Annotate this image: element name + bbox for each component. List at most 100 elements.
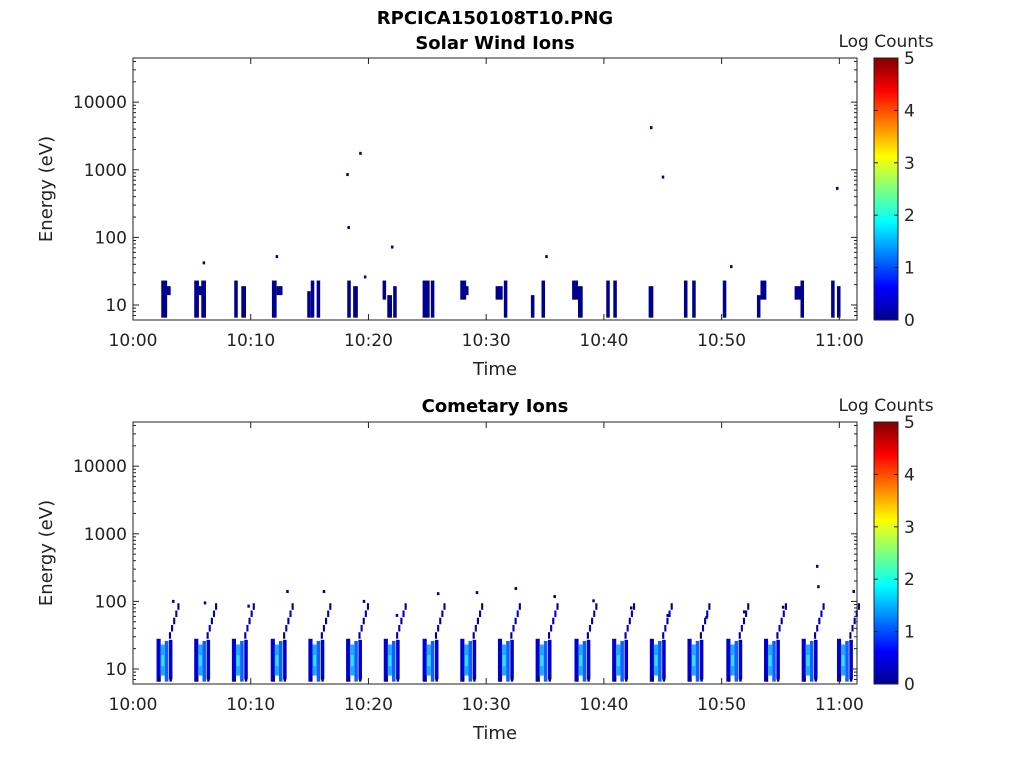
data-cell (212, 610, 216, 618)
data-cell (435, 675, 438, 682)
data-cell (400, 617, 403, 625)
data-cell (816, 624, 819, 632)
colorbar-tick-label: 4 (904, 465, 915, 485)
data-cell (728, 675, 731, 682)
data-cell (202, 640, 206, 682)
data-cell (782, 610, 785, 618)
data-cell (196, 286, 204, 296)
data-cell (849, 639, 853, 680)
data-cell (161, 655, 165, 667)
colorbar-tick-label: 2 (904, 570, 915, 590)
data-cell (662, 675, 666, 682)
data-cell (359, 675, 362, 682)
data-cell (272, 675, 275, 682)
data-cell (692, 655, 696, 667)
data-cell (624, 639, 629, 680)
plot-area (156, 564, 860, 682)
colorbar-tick-label: 3 (904, 154, 915, 174)
x-tick-label: 10:50 (697, 331, 746, 351)
data-point (545, 255, 548, 259)
colorbar-tick-label: 1 (904, 259, 915, 279)
data-cell (168, 639, 173, 680)
data-cell (231, 638, 237, 682)
data-cell (441, 610, 444, 618)
x-axis-ticks: 10:00 10:10 10:20 10:30 10:40 10:50 11:00 (109, 58, 864, 351)
data-cell (234, 280, 238, 318)
data-cell (593, 610, 596, 618)
data-cell (383, 638, 388, 682)
data-cell (547, 632, 551, 639)
colorbar: Log Counts 0 1 2 3 4 5 (838, 32, 933, 331)
data-cell (316, 640, 321, 682)
data-cell (586, 639, 591, 680)
y-tick-label: 10 (105, 296, 127, 316)
data-cell (275, 655, 279, 667)
data-cell (347, 280, 351, 318)
data-cell (818, 617, 821, 625)
data-cell (313, 655, 317, 667)
data-cell (430, 640, 435, 682)
data-cell (241, 286, 247, 318)
data-cell (158, 675, 161, 682)
data-cell (270, 638, 275, 682)
data-cell (388, 655, 392, 667)
data-cell (422, 638, 427, 682)
data-cell (745, 610, 748, 618)
data-cell (502, 655, 506, 667)
data-cell (543, 640, 548, 682)
data-cell (763, 638, 769, 682)
data-cell (382, 280, 387, 300)
data-cell (322, 624, 326, 632)
y-axis-ticks: 10 100 1000 10000 (73, 60, 857, 321)
data-cell (731, 655, 734, 667)
data-cell (210, 617, 213, 625)
data-point (203, 601, 207, 605)
data-cell (838, 675, 842, 682)
colorbar-tick-label: 5 (904, 413, 915, 433)
colorbar-ticks: 0 1 2 3 4 5 (874, 413, 915, 695)
colorbar-tick-label: 1 (904, 623, 915, 643)
data-point (347, 226, 350, 230)
x-tick-label: 10:10 (226, 695, 275, 715)
data-point (322, 590, 326, 594)
x-tick-label: 10:30 (462, 331, 511, 351)
data-cell (704, 617, 707, 625)
x-tick-label: 11:00 (815, 695, 864, 715)
x-tick-label: 10:40 (579, 331, 628, 351)
data-cell (422, 280, 430, 318)
data-cell (354, 640, 358, 682)
data-cell (591, 617, 594, 625)
data-cell (350, 655, 354, 667)
data-cell (291, 603, 294, 610)
data-cell (248, 617, 251, 625)
data-cell (662, 639, 666, 680)
data-cell (739, 675, 742, 682)
x-tick-label: 10:30 (462, 695, 511, 715)
data-cell (537, 675, 540, 682)
data-cell (530, 295, 535, 318)
data-cell (464, 286, 469, 296)
data-cell (478, 610, 482, 618)
data-cell (784, 603, 787, 610)
data-cell (506, 640, 510, 682)
x-tick-label: 10:40 (579, 695, 628, 715)
data-cell (468, 640, 473, 682)
colorbar-tick-label: 4 (904, 101, 915, 121)
data-point (661, 175, 665, 179)
data-cell (240, 640, 244, 682)
data-point (275, 255, 279, 259)
data-point (172, 599, 175, 603)
data-cell (651, 675, 654, 682)
data-cell (244, 639, 248, 680)
data-cell (246, 624, 249, 632)
data-cell (576, 675, 579, 682)
data-cell (756, 295, 761, 318)
data-cell (387, 295, 392, 318)
data-cell (289, 610, 292, 618)
data-cell (308, 638, 313, 682)
data-point (436, 592, 440, 596)
y-tick-label: 1000 (84, 161, 127, 181)
data-cell (434, 632, 438, 639)
data-cell (512, 624, 515, 632)
